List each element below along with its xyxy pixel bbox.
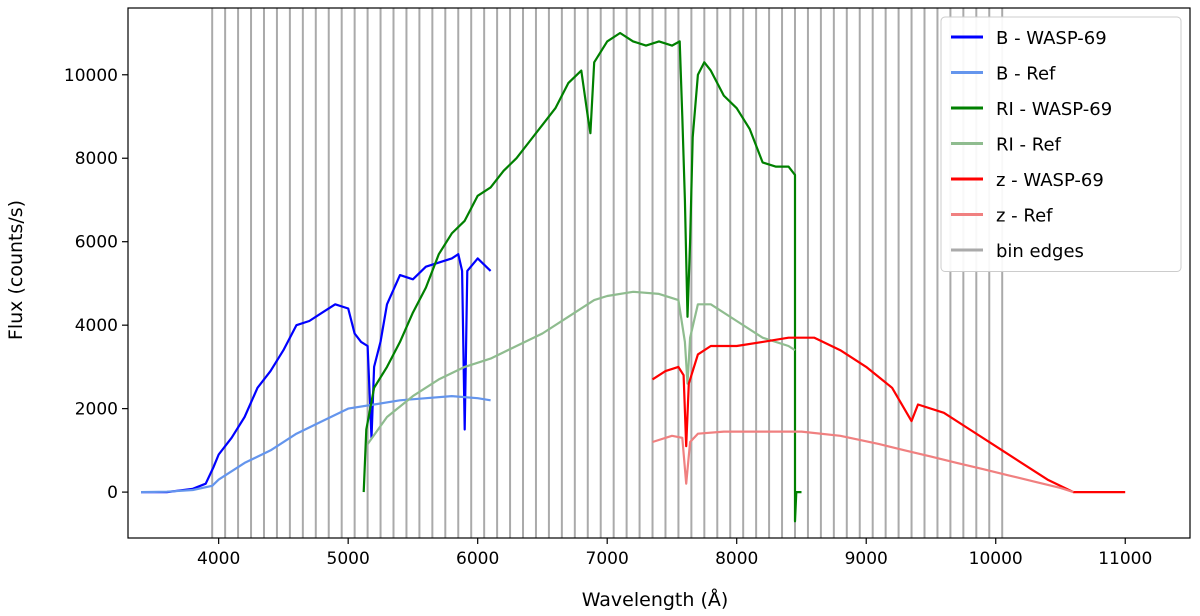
series-line-2 — [362, 31, 802, 523]
x-tick-label: 5000 — [327, 549, 370, 569]
x-tick-label: 7000 — [586, 549, 629, 569]
series-line-4 — [651, 336, 1126, 494]
legend-label: bin edges — [996, 241, 1084, 262]
x-tick-label: 4000 — [197, 549, 240, 569]
plot-frame — [127, 7, 1191, 539]
legend: B - WASP-69 B - Ref RI - WASP-69 RI - Ref z … — [940, 16, 1182, 272]
x-tick-label: 9000 — [845, 549, 888, 569]
bin-edges-layer — [211, 8, 1004, 538]
y-tick-label: 4000 — [75, 316, 118, 336]
x-tick-label: 10000 — [969, 549, 1023, 569]
legend-label: z - WASP-69 — [996, 170, 1104, 191]
x-tick-label: 6000 — [456, 549, 499, 569]
legend-label: B - WASP-69 — [996, 28, 1107, 49]
series-line-0 — [141, 253, 492, 494]
y-tick-label: 10000 — [64, 66, 118, 86]
series-layer — [140, 31, 1126, 523]
series-line-3 — [366, 290, 796, 445]
legend-label: z - Ref — [996, 206, 1053, 227]
y-tick-label: 6000 — [75, 233, 118, 253]
legend-box — [940, 16, 1182, 272]
x-tick-label: 11000 — [1098, 549, 1152, 569]
legend-label: RI - Ref — [996, 135, 1062, 156]
y-tick-label: 2000 — [75, 400, 118, 420]
series-line-1 — [140, 395, 491, 494]
legend-label: RI - WASP-69 — [996, 99, 1112, 120]
legend-label: B - Ref — [996, 64, 1056, 85]
y-axis-label: Flux (counts/s) — [5, 200, 27, 340]
x-axis-label: Wavelength (Å) — [582, 588, 729, 611]
x-tick-label: 8000 — [715, 549, 758, 569]
y-tick-label: 0 — [107, 483, 118, 503]
axes-layer: 4000 5000 6000 7000 8000 9000 10000 11000 0 2000 4… — [64, 7, 1191, 569]
series-line-5 — [652, 430, 1074, 494]
y-tick-label: 8000 — [75, 149, 118, 169]
